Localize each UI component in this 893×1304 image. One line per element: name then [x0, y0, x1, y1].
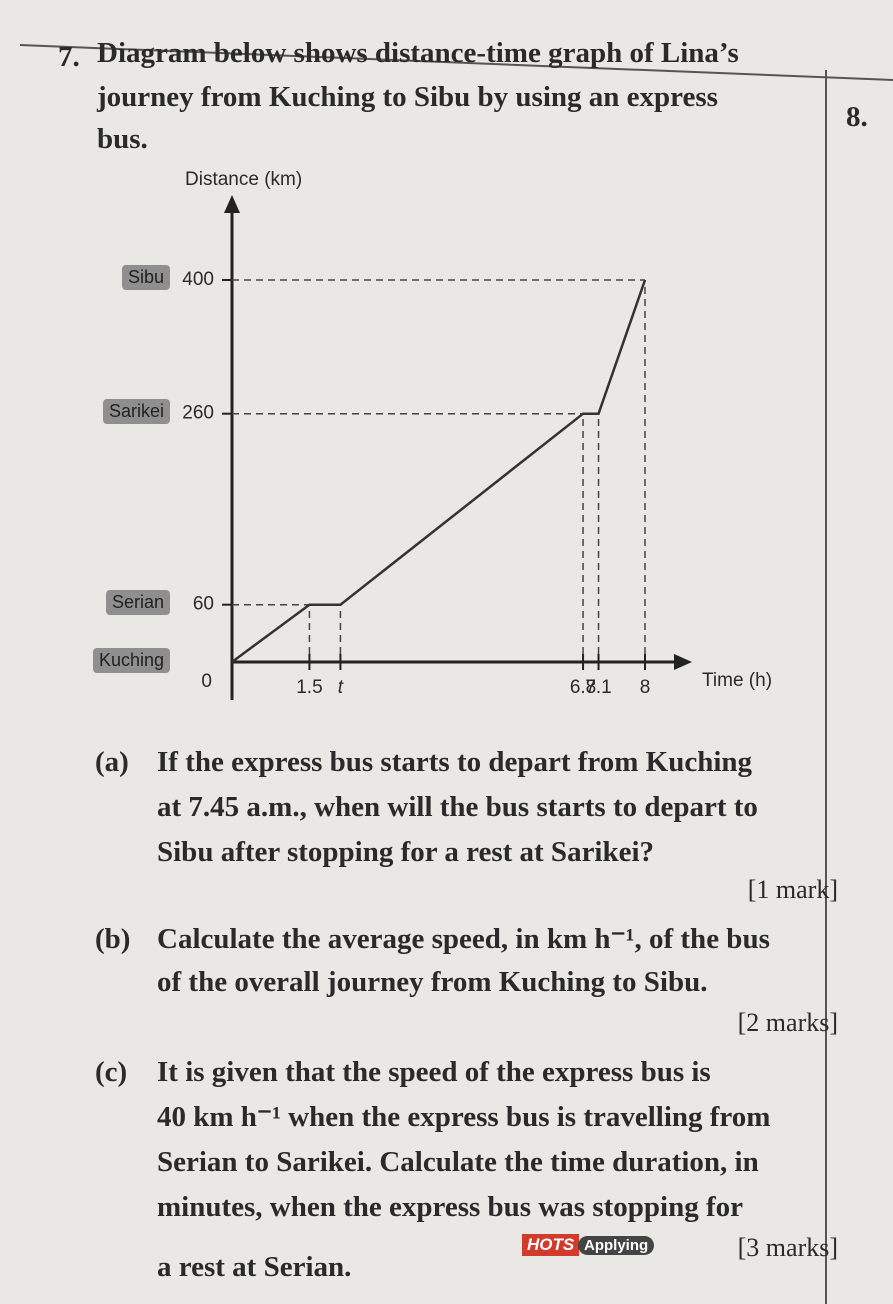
place-label: Kuching — [92, 648, 170, 673]
marks: [1 mark] — [747, 875, 838, 904]
x-tick-label: 6.8 — [570, 677, 596, 698]
part-line: Calculate the average speed, in km h⁻¹, … — [157, 923, 770, 955]
x-tick-label: 8 — [640, 677, 651, 698]
y-tick-label: 260 — [182, 403, 214, 424]
marks: [2 marks] — [737, 1008, 838, 1037]
y-axis-label: Distance (km) — [185, 169, 303, 190]
x-axis-label: Time (h) — [702, 670, 773, 691]
part-line: at 7.45 a.m., when will the bus starts t… — [157, 791, 758, 823]
question-number: 7. — [58, 41, 80, 73]
arrow — [224, 195, 240, 213]
part-line: Serian to Sarikei. Calculate the time du… — [157, 1146, 759, 1178]
part-label: (a) — [95, 746, 129, 778]
part-line: minutes, when the express bus was stoppi… — [157, 1191, 743, 1223]
x-tick-label: 1.5 — [296, 677, 322, 698]
intro-line: journey from Kuching to Sibu by using an… — [97, 81, 718, 113]
badge: Applying — [578, 1236, 655, 1255]
place-label: Sibu — [121, 265, 170, 290]
place-label: Serian — [105, 589, 170, 615]
y-tick-label: 400 — [182, 269, 214, 290]
question-number: 8. — [846, 101, 868, 133]
part-label: (b) — [95, 923, 131, 955]
part-label: (c) — [95, 1056, 128, 1088]
journey-line — [231, 279, 647, 664]
place-label: Sarikei — [102, 398, 170, 424]
part-line: If the express bus starts to depart from… — [157, 746, 753, 778]
part-line: 40 km h⁻¹ when the express bus is travel… — [157, 1101, 771, 1133]
part-line: of the overall journey from Kuching to S… — [157, 966, 708, 998]
x-tick-label: 7.1 — [585, 677, 611, 698]
y-tick-label: 0 — [201, 671, 212, 692]
intro-line: bus. — [97, 123, 148, 155]
marks: [3 marks] — [737, 1233, 838, 1262]
arrow — [674, 654, 692, 670]
x-tick-label: t — [338, 677, 344, 698]
part-line: a rest at Serian. — [157, 1251, 352, 1283]
rule — [19, 44, 893, 81]
part-line: Sibu after stopping for a rest at Sarike… — [157, 836, 655, 868]
badge: HOTS — [522, 1234, 580, 1256]
y-tick-label: 60 — [193, 594, 214, 615]
intro-line: Diagram below shows distance-time graph … — [97, 37, 739, 69]
part-line: It is given that the speed of the expres… — [157, 1056, 711, 1088]
